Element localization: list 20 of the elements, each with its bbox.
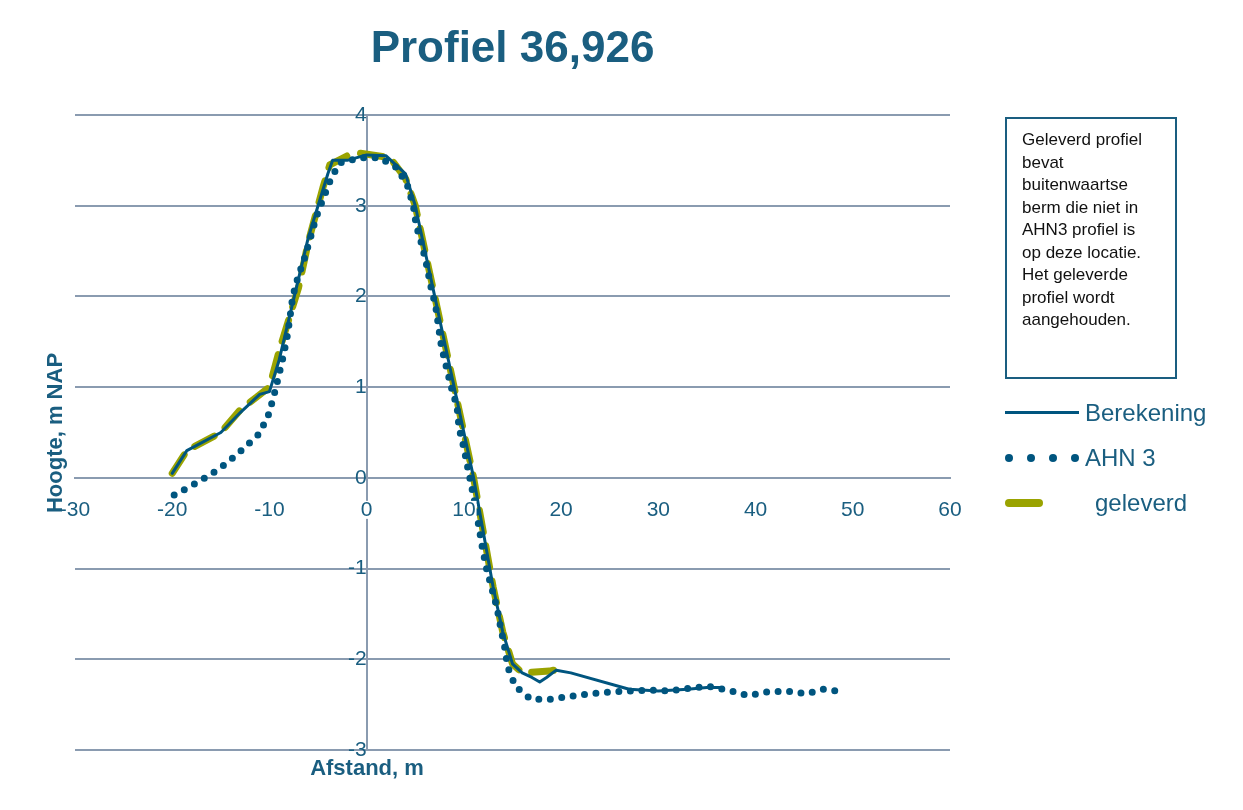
- x-tick-label: 60: [938, 497, 962, 521]
- y-tick-label: 2: [354, 283, 367, 307]
- x-tick-label: -10: [254, 497, 285, 521]
- text: Geleverd profiel bevat buitenwaartse berm die niet in AHN3 profiel is op deze locatie. Het geleverde profiel wordt aangehouden.: [1022, 130, 1143, 329]
- x-tick-label: 20: [549, 497, 573, 521]
- legend-label: geleverd: [1095, 488, 1188, 517]
- legend-label: Berekening: [1085, 398, 1207, 427]
- x-tick-label: 30: [646, 497, 671, 521]
- x-tick-label: -20: [157, 497, 188, 521]
- legend-label: AHN 3: [1085, 443, 1156, 472]
- y-tick-label: -1: [347, 555, 367, 579]
- y-tick-label: -2: [347, 646, 367, 670]
- y-tick-label: 4: [354, 101, 367, 125]
- x-tick-label: 40: [743, 497, 768, 521]
- y-tick-label: 3: [354, 192, 367, 216]
- x-tick-label: 10: [452, 497, 476, 521]
- x-tick-label: 50: [841, 497, 865, 521]
- y-tick-label: 1: [354, 373, 367, 397]
- y-tick-label: 0: [354, 464, 367, 488]
- chart-title: Profiel 36,926: [369, 22, 656, 72]
